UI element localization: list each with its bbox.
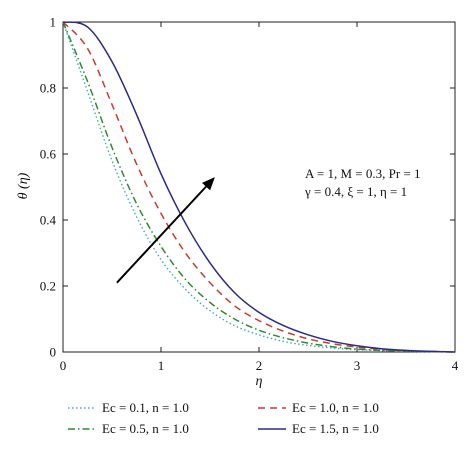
series-line-4	[62, 21, 456, 353]
y-tick-label: 0	[50, 345, 57, 360]
x-tick-label: 4	[452, 358, 459, 373]
series-lines	[62, 21, 456, 353]
legend-label-3: Ec = 1.0, n = 1.0	[292, 400, 379, 415]
y-tick-label: 0.6	[40, 147, 57, 162]
y-tick-label: 1	[50, 15, 57, 30]
legend-label-2: Ec = 0.5, n = 1.0	[102, 421, 189, 436]
legend-label-1: Ec = 0.1, n = 1.0	[102, 400, 189, 415]
ticks: 0 1 2 3 4 0 0.2 0.4 0.6 0.8 1	[40, 15, 459, 374]
x-tick-label: 0	[60, 358, 67, 373]
legend-label-4: Ec = 1.5, n = 1.0	[292, 421, 379, 436]
y-tick-label: 0.2	[40, 279, 56, 294]
arrow-head	[202, 177, 215, 191]
y-tick-label: 0.8	[40, 81, 56, 96]
legend: Ec = 0.1, n = 1.0 Ec = 0.5, n = 1.0 Ec = 1…	[68, 400, 379, 436]
x-tick-label: 2	[256, 358, 263, 373]
arrow-shaft	[116, 185, 207, 284]
x-axis-title: η	[256, 374, 263, 389]
y-axis-title: θ (η)	[16, 172, 31, 199]
y-tick-label: 0.4	[40, 213, 57, 228]
x-tick-label: 3	[354, 358, 361, 373]
annotation-line-1: A = 1, M = 0.3, Pr = 1	[305, 166, 421, 181]
trend-arrow	[116, 177, 215, 284]
annotation-line-2: γ = 0.4, ξ = 1, η = 1	[304, 184, 407, 199]
x-tick-label: 1	[158, 358, 165, 373]
